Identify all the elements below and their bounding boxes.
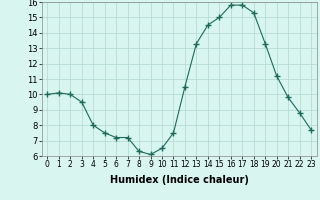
X-axis label: Humidex (Indice chaleur): Humidex (Indice chaleur): [110, 175, 249, 185]
